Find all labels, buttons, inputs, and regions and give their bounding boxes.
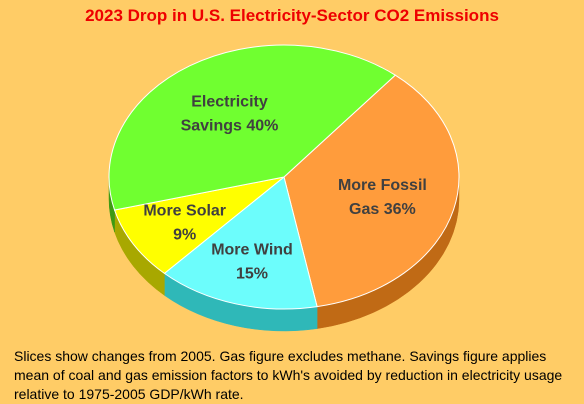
- pie-label-more-solar: More Solar 9%: [143, 203, 226, 244]
- pie-labels: More Fossil Gas 36% More Wind 15%More Solar…: [143, 93, 426, 282]
- pie-slice-more-fossil-gas: [283, 74, 460, 308]
- pie-slice-more-wind: [163, 176, 318, 310]
- pie-label-more-wind: More Wind 15%: [211, 242, 293, 283]
- pie-label-more-fossil-gas: More Fossil Gas 36%: [338, 177, 427, 218]
- chart-title: 2023 Drop in U.S. Electricity-Sector CO2…: [85, 6, 499, 25]
- pie-slice-more-solar: [113, 176, 285, 275]
- pie-label-electricity-savings: Electricity Savings 40%: [181, 93, 279, 134]
- pie-slice-electricity-savings: [108, 44, 397, 211]
- chart-footnote: Slices show changes from 2005. Gas figur…: [14, 348, 563, 402]
- pie-slices: [108, 44, 460, 310]
- pie-chart: More Fossil Gas 36% More Wind 15%More Solar…: [108, 44, 460, 332]
